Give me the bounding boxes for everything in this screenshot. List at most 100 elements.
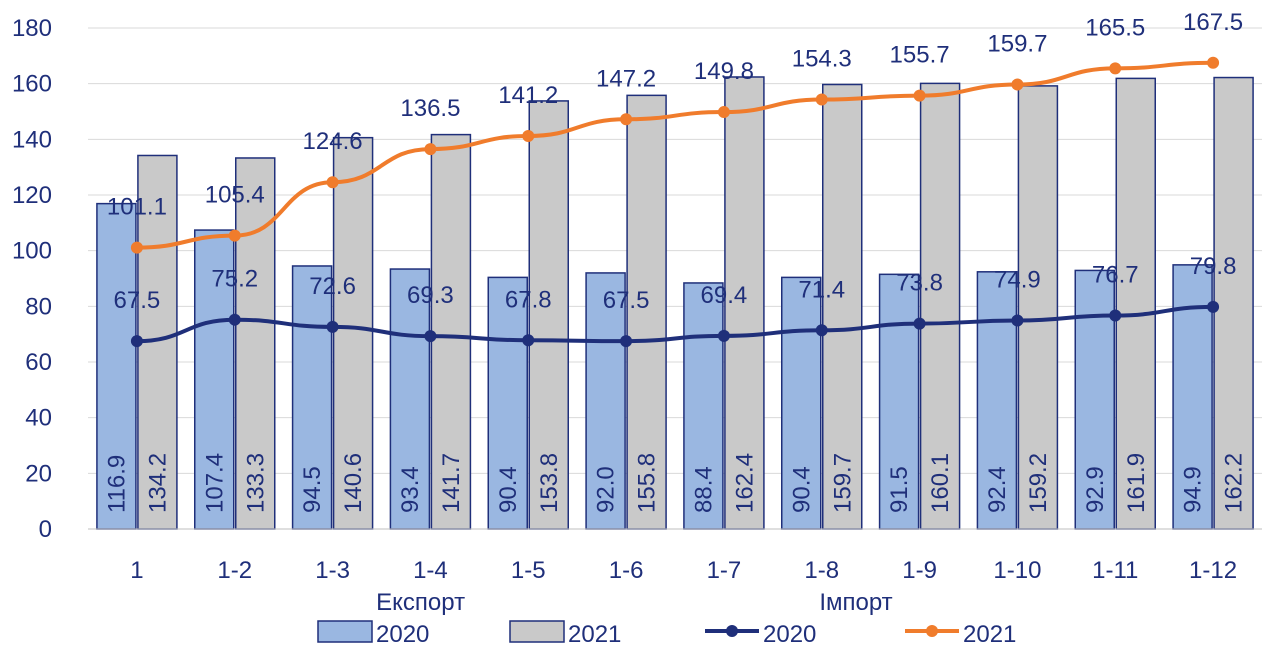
y-tick-label: 100 bbox=[12, 238, 52, 265]
bar-data-label: 162.4 bbox=[731, 453, 758, 513]
legend-swatch-marker bbox=[926, 625, 938, 637]
line-point bbox=[717, 329, 730, 342]
line-point bbox=[1109, 309, 1122, 322]
y-tick-label: 0 bbox=[39, 516, 52, 543]
bar-data-label: 107.4 bbox=[201, 453, 228, 513]
bar-data-label: 160.1 bbox=[927, 453, 954, 513]
line-data-label: 149.8 bbox=[694, 58, 754, 85]
legend-swatch-bar bbox=[509, 620, 565, 643]
line-point bbox=[913, 317, 926, 330]
bar bbox=[430, 133, 472, 530]
gridlines bbox=[88, 27, 1262, 474]
line-data-label: 75.2 bbox=[211, 266, 258, 293]
bar-data-label: 94.5 bbox=[299, 466, 326, 513]
x-tick-label: 1-6 bbox=[609, 557, 644, 584]
y-tick-label: 160 bbox=[12, 71, 52, 98]
bar bbox=[683, 282, 724, 530]
line-point bbox=[228, 229, 241, 242]
y-tick-label: 120 bbox=[12, 182, 52, 209]
bar-data-label: 161.9 bbox=[1123, 453, 1150, 513]
bar-data-label: 92.4 bbox=[984, 466, 1011, 513]
line-data-label: 141.2 bbox=[498, 82, 558, 109]
x-tick-label: 1-9 bbox=[902, 557, 937, 584]
bar-data-label: 159.2 bbox=[1025, 453, 1052, 513]
bar bbox=[878, 273, 920, 530]
bar bbox=[724, 76, 765, 530]
bar bbox=[332, 136, 374, 530]
line-point bbox=[1011, 314, 1024, 327]
line-data-label: 147.2 bbox=[596, 65, 656, 92]
line-point bbox=[717, 106, 730, 119]
axes: 0 20 40 60 80 100 120 140 160 180 1 1-2 1-3 1-4 1-5 1-6… bbox=[12, 15, 1262, 616]
y-tick-label: 40 bbox=[25, 405, 52, 432]
line-point bbox=[1207, 56, 1220, 69]
line-data-label: 105.4 bbox=[205, 182, 265, 209]
line-data-label: 76.7 bbox=[1092, 262, 1139, 289]
bar bbox=[781, 276, 822, 530]
bar bbox=[235, 157, 276, 530]
legend-swatch-marker bbox=[726, 625, 738, 637]
line-data-label: 124.6 bbox=[303, 128, 363, 155]
bar-data-label: 141.7 bbox=[438, 453, 465, 513]
y-tick-label: 140 bbox=[12, 126, 52, 153]
line-data-label: 74.9 bbox=[994, 267, 1041, 294]
legend-swatch-bar bbox=[317, 620, 373, 643]
line-point bbox=[424, 330, 437, 343]
bar bbox=[919, 82, 961, 530]
line-data-label: 67.5 bbox=[603, 287, 650, 314]
bar-series bbox=[96, 76, 1254, 530]
line-point bbox=[228, 313, 241, 326]
legend-label: 2020 bbox=[376, 621, 429, 648]
y-tick-label: 20 bbox=[25, 460, 52, 487]
y-tick-label: 180 bbox=[12, 15, 52, 42]
axis-group-title: Імпорт bbox=[819, 589, 892, 616]
line-data-label: 72.6 bbox=[309, 273, 356, 300]
axis-group-title: Експорт bbox=[376, 589, 465, 616]
bar bbox=[822, 83, 863, 530]
bar-data-label: 91.5 bbox=[886, 466, 913, 513]
bar-data-label: 155.8 bbox=[634, 453, 661, 513]
bar-data-label: 92.0 bbox=[593, 466, 620, 513]
line-point bbox=[1109, 62, 1122, 75]
line-point bbox=[620, 113, 633, 126]
x-tick-label: 1-2 bbox=[217, 557, 252, 584]
series-line bbox=[136, 304, 1214, 344]
line-point bbox=[1207, 300, 1220, 313]
bar-data-label: 92.9 bbox=[1082, 466, 1109, 513]
bar-data-label: 162.2 bbox=[1221, 453, 1248, 513]
y-tick-label: 80 bbox=[25, 293, 52, 320]
line-point bbox=[130, 335, 143, 348]
line-point bbox=[522, 334, 535, 347]
line-point bbox=[326, 176, 339, 189]
line-data-label: 67.8 bbox=[505, 286, 552, 313]
bar-data-label: 93.4 bbox=[397, 466, 424, 513]
bar bbox=[585, 272, 626, 530]
bar-data-label: 90.4 bbox=[495, 466, 522, 513]
line-point bbox=[815, 324, 828, 337]
bar-data-label: 94.9 bbox=[1180, 466, 1207, 513]
line-data-label: 155.7 bbox=[890, 42, 950, 69]
bar bbox=[626, 94, 667, 530]
line-point bbox=[815, 93, 828, 106]
line-data-label: 79.8 bbox=[1190, 253, 1237, 280]
bar-data-label: 159.7 bbox=[829, 453, 856, 513]
x-tick-label: 1-4 bbox=[413, 557, 448, 584]
x-tick-label: 1-7 bbox=[707, 557, 742, 584]
bar bbox=[528, 100, 569, 530]
legend-label: 2021 bbox=[568, 621, 621, 648]
line-data-label: 73.8 bbox=[896, 270, 943, 297]
bar-data-label: 153.8 bbox=[536, 453, 563, 513]
line-point bbox=[326, 320, 339, 333]
line-point bbox=[522, 129, 535, 142]
x-tick-label: 1-5 bbox=[511, 557, 546, 584]
bar-data-label: 90.4 bbox=[788, 466, 815, 513]
line-data-label: 154.3 bbox=[792, 46, 852, 73]
x-tick-label: 1 bbox=[130, 557, 143, 584]
line-data-label: 159.7 bbox=[987, 31, 1047, 58]
x-tick-label: 1-10 bbox=[993, 557, 1041, 584]
line-point bbox=[1011, 78, 1024, 91]
line-data-label: 165.5 bbox=[1085, 14, 1145, 41]
line-point bbox=[620, 335, 633, 348]
line-point bbox=[130, 241, 143, 254]
